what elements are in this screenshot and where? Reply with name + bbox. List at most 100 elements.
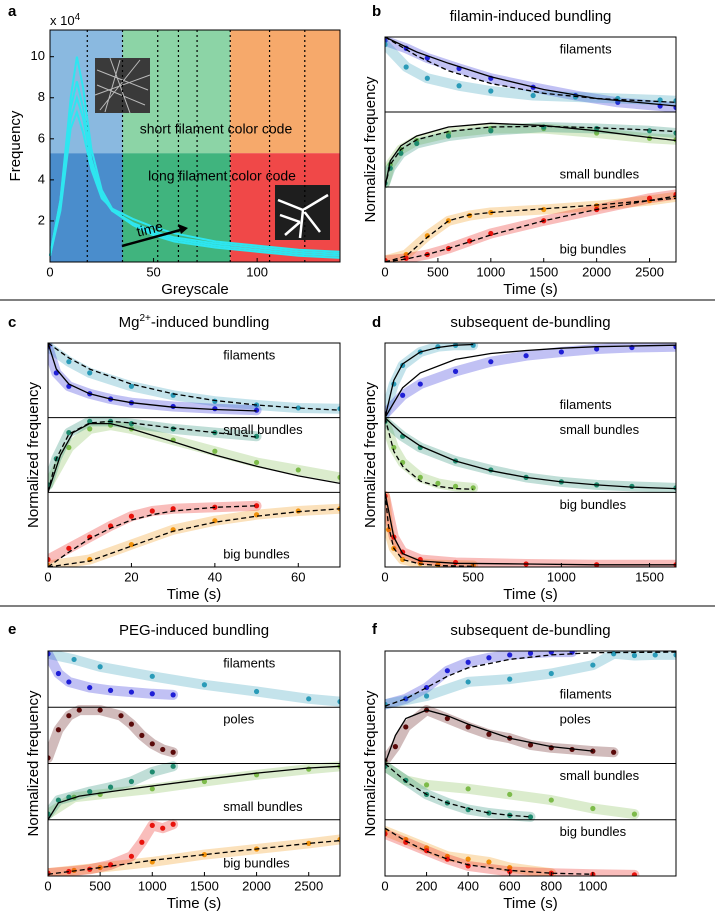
x-axis-label: Time (s) (503, 281, 557, 298)
data-point (87, 789, 93, 795)
data-point (594, 125, 600, 132)
subplot-label: filaments (223, 347, 276, 362)
data-point (465, 856, 471, 862)
data-point (149, 741, 155, 747)
fit-line (48, 839, 340, 875)
multiplier-exp: 4 (75, 12, 81, 23)
data-point (170, 692, 176, 698)
error-band (385, 491, 479, 567)
title-part: -induced bundling (151, 314, 269, 331)
data-point (55, 727, 62, 733)
x-tick-label: 50 (146, 264, 160, 279)
data-point (66, 679, 72, 685)
subplot-label: big bundles (223, 855, 290, 870)
data-point (212, 448, 218, 454)
fit-line (48, 765, 340, 821)
multiplier-base: x 10 (50, 13, 75, 28)
data-point (385, 41, 388, 48)
data-point (385, 527, 392, 533)
subplot-label: filaments (560, 41, 613, 56)
data-point (467, 238, 473, 244)
data-point (66, 545, 72, 551)
x-tick-label: 2500 (635, 264, 664, 279)
fit-line (385, 122, 676, 188)
error-band (48, 420, 340, 490)
x-tick-label: 500 (462, 569, 484, 584)
panel-title: subsequent de-bundling (450, 314, 610, 331)
data-point (465, 679, 471, 685)
x-tick-label: 1000 (476, 264, 505, 279)
fit-line (385, 195, 676, 262)
fit-line (385, 417, 676, 490)
data-point (548, 670, 554, 677)
x-tick-label: 2000 (242, 878, 271, 893)
x-tick-label: 0 (44, 878, 51, 893)
data-point (71, 656, 77, 663)
plot-frame (384, 36, 677, 263)
data-point (392, 744, 398, 750)
data-point (631, 811, 638, 817)
subplot-label: filaments (560, 687, 613, 702)
data-point (548, 797, 554, 803)
data-point (423, 782, 430, 788)
data-point (400, 392, 406, 398)
data-point (486, 859, 492, 865)
data-point (170, 763, 176, 769)
x-tick-label: 1500 (190, 878, 219, 893)
error-band (385, 826, 557, 876)
error-band (385, 761, 640, 820)
x-axis-label: Time (s) (503, 586, 557, 603)
title-superscript: 2+ (140, 313, 152, 324)
data-point (66, 359, 72, 365)
data-point (87, 426, 93, 432)
fit-line (48, 508, 340, 567)
time-arrow-head (178, 224, 188, 234)
data-point (527, 651, 534, 656)
data-point (170, 506, 176, 512)
fit-line (385, 37, 676, 107)
data-point (452, 483, 459, 489)
x-axis-label: Time (s) (167, 586, 221, 603)
plot-frame (47, 342, 341, 568)
data-point (253, 688, 260, 695)
x-axis-label: Time (s) (167, 895, 221, 912)
data-point (107, 862, 114, 868)
error-band (48, 705, 179, 763)
data-point (611, 651, 617, 657)
data-point (527, 814, 534, 820)
data-point (631, 872, 638, 876)
data-point (201, 852, 208, 858)
fit-line (385, 125, 676, 188)
data-point (527, 742, 534, 748)
fit-line (385, 492, 474, 567)
annotation: long filament color code (148, 168, 296, 184)
y-axis-label: Frequency (7, 110, 24, 181)
data-point (486, 731, 492, 737)
frequency-curve (49, 94, 341, 256)
panel-label: d (372, 314, 381, 331)
fit-line (385, 651, 676, 707)
data-point (76, 707, 82, 713)
x-tick-label: 100 (246, 264, 268, 279)
fit-line (385, 492, 676, 566)
data-point (295, 467, 301, 473)
x-axis-label: Time (s) (503, 895, 557, 912)
annotations: short filament color code long filament … (121, 121, 296, 248)
data-point (118, 713, 124, 719)
data-point (403, 724, 409, 730)
data-point (170, 749, 176, 755)
fit-line (385, 343, 474, 418)
subplot-label: small bundles (560, 166, 640, 181)
subplot-label: poles (223, 712, 255, 727)
data-point (128, 513, 135, 519)
data-point (149, 691, 155, 697)
data-point (337, 406, 340, 412)
plot-area (48, 343, 340, 567)
fit-line (48, 505, 257, 567)
data-point (452, 559, 459, 566)
data-point (424, 75, 430, 81)
data-point (253, 503, 260, 509)
data-point (306, 840, 312, 846)
data-point (445, 133, 452, 139)
x-tick-label: 200 (416, 878, 438, 893)
